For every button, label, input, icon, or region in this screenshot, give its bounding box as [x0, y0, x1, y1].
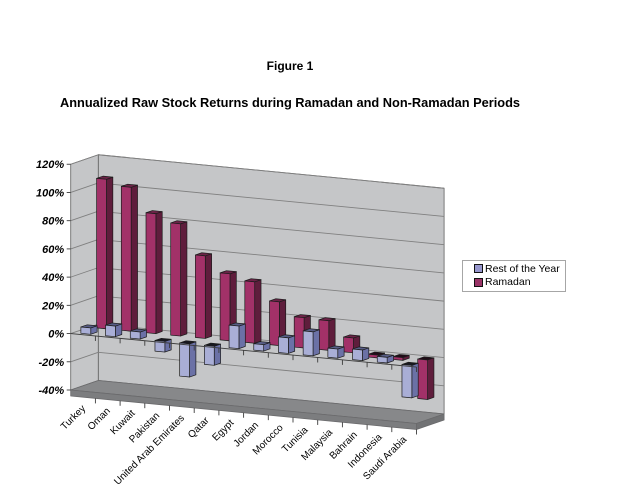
value-axis-label: 80%: [42, 216, 64, 228]
bar-rest-of-year-indonesia: [376, 356, 388, 364]
gridline-side: [70, 238, 99, 250]
bar-rest-of-year-saudi-arabia-side: [411, 362, 419, 399]
bar-rest-of-year-malaysia: [327, 347, 339, 359]
gridline-side: [70, 210, 99, 222]
legend-item-rest-of-year: Rest of the Year: [474, 262, 565, 276]
bar-rest-of-year-bahrain: [352, 348, 363, 361]
bar-rest-of-year-united-arab-emirates: [179, 342, 190, 378]
gridline-side: [70, 295, 99, 306]
bar-rest-of-year-tunisia: [302, 330, 314, 357]
bar-ramadan-qatar: [219, 272, 231, 342]
gridline-side: [70, 351, 99, 363]
value-axis-label: 120%: [36, 159, 64, 171]
bar-rest-of-year-morocco-side: [288, 335, 296, 354]
bar-rest-of-year-saudi-arabia: [401, 364, 413, 399]
bar-ramadan-kuwait: [145, 212, 157, 335]
bar-ramadan-pakistan-side: [180, 221, 188, 337]
bar-ramadan-united-arab-emirates: [195, 254, 206, 339]
bar-ramadan-oman: [120, 186, 132, 332]
bar-ramadan-united-arab-emirates-side: [204, 253, 212, 339]
gridline-side: [70, 154, 99, 165]
bar-rest-of-year-morocco: [278, 336, 289, 354]
gridline-side: [70, 267, 99, 278]
category-label: Turkey: [59, 403, 88, 432]
value-axis-label: 0%: [48, 329, 64, 341]
bar-ramadan-saudi-arabia-side: [427, 357, 435, 400]
bar-ramadan-egypt: [244, 280, 256, 344]
bar-ramadan-indonesia: [392, 356, 404, 361]
legend-label-rest-of-year: Rest of the Year: [485, 262, 560, 275]
value-axis-label: 40%: [41, 272, 64, 284]
bar-rest-of-year-pakistan: [154, 340, 166, 353]
gridline-back: [98, 154, 445, 189]
gridline-back: [98, 182, 445, 217]
value-axis-label: -40%: [39, 385, 65, 397]
legend-swatch-ramadan: [474, 277, 483, 287]
gridline-back: [98, 351, 445, 387]
bar-rest-of-year-egypt: [228, 324, 240, 349]
bar-rest-of-year-kuwait: [129, 330, 141, 340]
chart-legend: Rest of the Year Ramadan: [462, 260, 566, 292]
bar-ramadan-turkey-side: [106, 176, 114, 330]
gridline-side: [70, 182, 99, 193]
legend-swatch-rest-of-year: [474, 264, 483, 274]
bar-ramadan-malaysia: [343, 336, 354, 354]
bar-ramadan-turkey: [96, 178, 107, 330]
figure-label: Figure 1: [266, 59, 314, 73]
bar-rest-of-year-oman: [105, 324, 116, 338]
bar-ramadan-jordan: [269, 300, 280, 346]
value-axis-label: 20%: [41, 300, 64, 312]
bar-rest-of-year-jordan: [253, 343, 264, 352]
bar-rest-of-year-united-arab-emirates-side: [189, 341, 197, 378]
value-axis-label: 60%: [42, 244, 64, 256]
bar-ramadan-tunisia: [318, 319, 330, 351]
bar-ramadan-bahrain: [367, 353, 379, 359]
legend-label-ramadan: Ramadan: [485, 276, 531, 289]
category-label: Qatar: [186, 415, 212, 441]
bar-ramadan-pakistan: [170, 222, 181, 337]
bar-rest-of-year-turkey: [80, 326, 92, 335]
bar-ramadan-kuwait-side: [155, 211, 163, 335]
figure-title: Annualized Raw Stock Returns during Rama…: [59, 95, 521, 110]
bar-rest-of-year-egypt-side: [238, 323, 246, 349]
bar-ramadan-egypt-side: [254, 279, 262, 344]
chart-floor-right: [416, 413, 445, 430]
legend-item-ramadan: Ramadan: [474, 276, 565, 290]
bar-ramadan-morocco: [293, 316, 305, 349]
bar-ramadan-saudi-arabia: [417, 358, 428, 400]
bar-ramadan-oman-side: [130, 184, 138, 332]
bar-rest-of-year-qatar: [204, 344, 215, 366]
value-axis-label: -20%: [39, 357, 65, 369]
value-axis-label: 100%: [36, 187, 64, 199]
bar-rest-of-year-tunisia-side: [312, 329, 320, 357]
